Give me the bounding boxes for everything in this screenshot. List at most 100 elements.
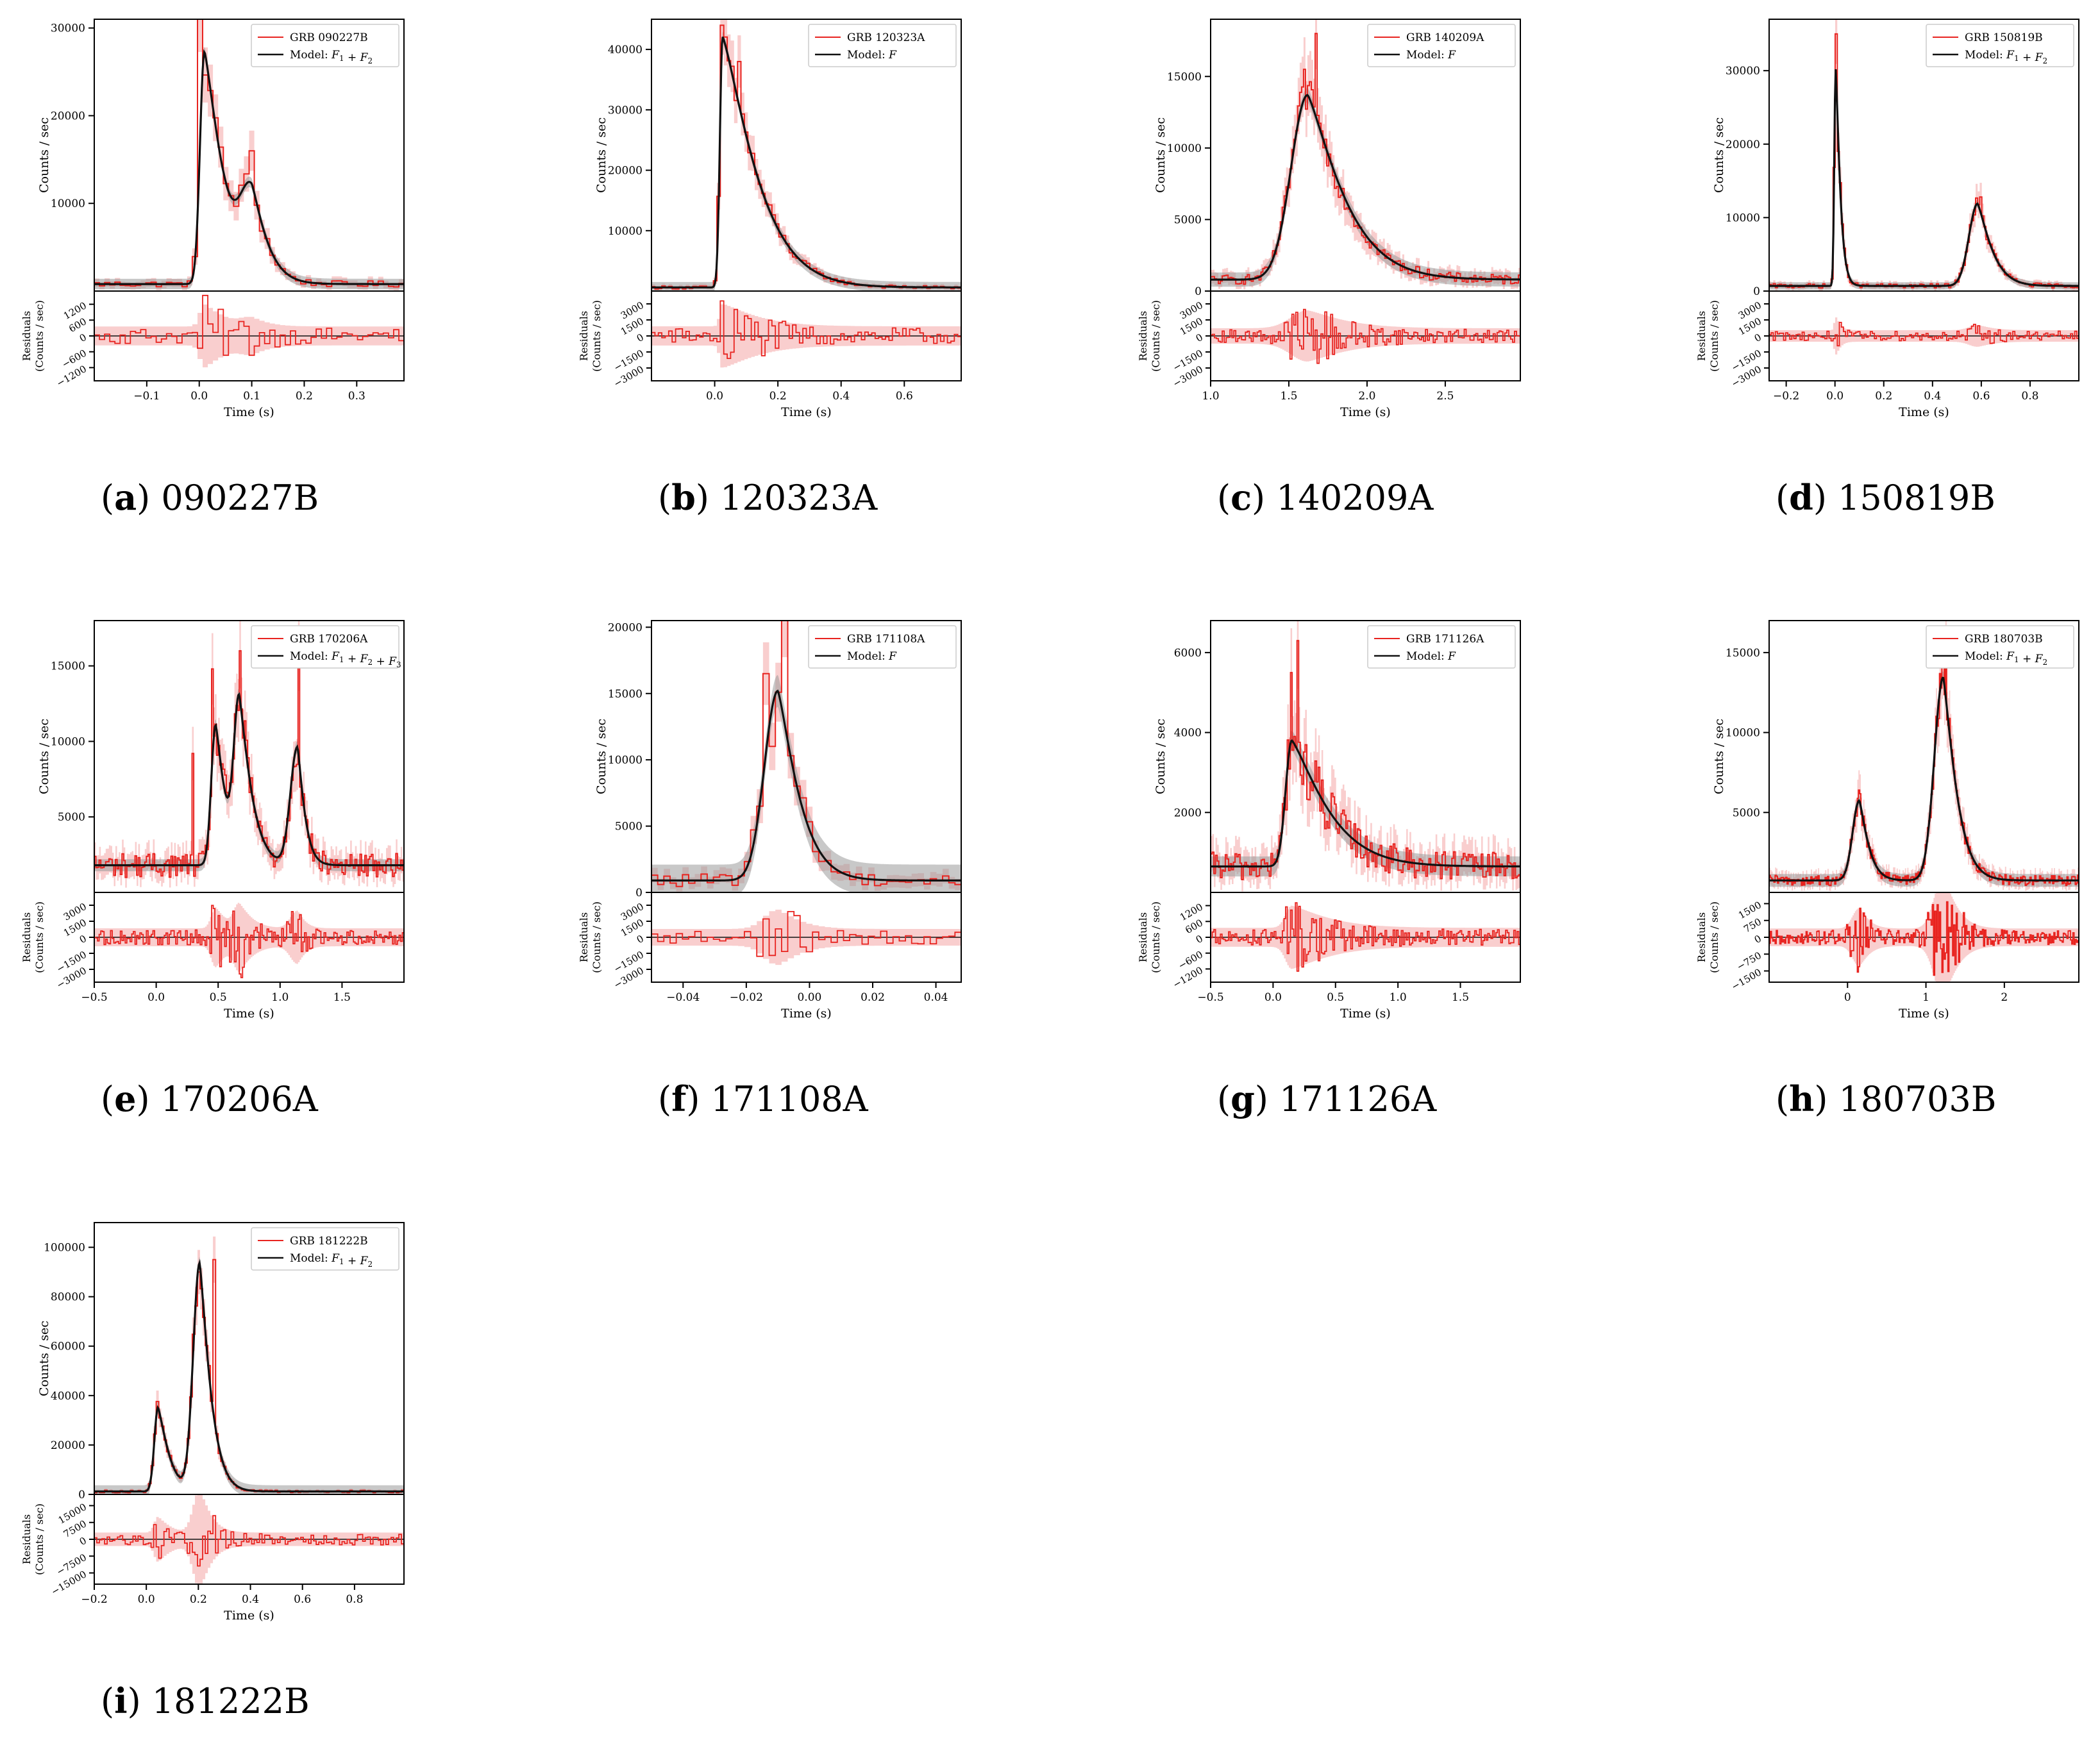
legend-model-label: Model: F1 + F2 — [290, 49, 373, 65]
y-tick-label: 10000 — [1726, 212, 1760, 224]
main-plot-area — [1211, 621, 1520, 892]
main-plot-area — [651, 621, 961, 892]
main-plot-area — [1769, 621, 2079, 891]
x-tick-label: −0.5 — [81, 991, 107, 1004]
x-tick-label: 0.0 — [138, 1593, 155, 1606]
main-plot-area — [1211, 19, 1520, 290]
legend-box — [1367, 24, 1516, 67]
model-uncertainty-band — [94, 1257, 404, 1494]
x-tick-label: 0.0 — [147, 991, 165, 1004]
x-tick-label: −0.2 — [1773, 390, 1799, 403]
main-plot-area — [94, 19, 404, 290]
y-tick-label: 0 — [1195, 285, 1202, 298]
x-tick-label: −0.02 — [730, 991, 763, 1004]
model-uncertainty-band — [1769, 671, 2079, 887]
legend-model-label: Model: F1 + F2 — [290, 1252, 373, 1269]
y-tick-label: 20000 — [608, 165, 643, 178]
residual-plot-area — [94, 1494, 404, 1584]
y-tick-label: 2000 — [1174, 807, 1202, 819]
y-tick-label: 15000 — [1167, 71, 1202, 83]
legend-model-label: Model: F1 + F2 — [1965, 49, 2047, 65]
residual-plot-area — [651, 300, 961, 368]
x-tick-label: 2 — [2001, 991, 2008, 1004]
x-axis-label: Time (s) — [224, 405, 274, 419]
y-axis-label: Counts / sec — [594, 117, 609, 193]
subfigure-caption: (g) 171126A — [1217, 1078, 1437, 1119]
res-y-axis-label-line2: (Counts / sec) — [1708, 300, 1720, 372]
x-axis-label: Time (s) — [224, 1609, 274, 1623]
y-tick-label: 20000 — [608, 621, 643, 634]
x-tick-label: 0.2 — [190, 1593, 207, 1606]
legend: GRB 171126A Model: F — [1367, 625, 1516, 669]
legend-box — [808, 625, 957, 669]
residual-plot-area — [1211, 308, 1520, 364]
res-y-tick-label: 0 — [78, 1535, 88, 1548]
x-tick-label: 0.4 — [242, 1593, 259, 1606]
y-tick-label: 15000 — [1726, 647, 1760, 660]
x-axis-label: Time (s) — [781, 1007, 832, 1021]
residual-line — [1211, 308, 1520, 364]
x-tick-label: 1.5 — [1452, 991, 1469, 1004]
legend-model-label: Model: F1 + F2 — [1965, 650, 2047, 667]
legend-box — [251, 24, 399, 67]
model-line — [1211, 94, 1520, 281]
res-y-tick-label: 3000 — [62, 901, 88, 923]
residual-line — [94, 905, 404, 978]
residual-plot-area — [1211, 902, 1520, 972]
model-line — [94, 49, 404, 285]
x-tick-label: 0.2 — [1875, 390, 1892, 403]
legend-data-label: GRB 181222B — [290, 1235, 368, 1248]
y-tick-label: 20000 — [1726, 138, 1760, 151]
y-tick-label: 10000 — [51, 197, 85, 210]
x-tick-label: 0.3 — [348, 390, 365, 403]
legend-data-label: GRB 171108A — [847, 633, 925, 646]
y-tick-label: 5000 — [615, 821, 643, 833]
legend-model-label: Model: F — [847, 650, 897, 663]
residual-line — [1211, 902, 1520, 972]
res-y-tick-label: 3000 — [619, 901, 646, 923]
x-tick-label: 1.0 — [1202, 390, 1219, 403]
residual-plot-area — [1769, 317, 2079, 355]
y-tick-label: 5000 — [1174, 213, 1202, 226]
y-tick-label: 40000 — [608, 44, 643, 56]
x-tick-label: −0.1 — [133, 390, 160, 403]
y-tick-label: 10000 — [1726, 727, 1760, 740]
subfigure-caption: (h) 180703B — [1776, 1078, 1996, 1119]
res-y-axis-label-line2: (Counts / sec) — [1150, 901, 1162, 973]
y-tick-label: 10000 — [1167, 142, 1202, 155]
residual-plot-area — [94, 903, 404, 978]
x-tick-label: 0.0 — [1264, 991, 1282, 1004]
y-tick-label: 5000 — [1733, 807, 1760, 819]
res-y-tick-label: 0 — [78, 933, 88, 946]
subfigure-caption: (b) 120323A — [658, 477, 878, 518]
legend-data-label: GRB 170206A — [290, 633, 368, 646]
x-tick-label: 0.0 — [706, 390, 723, 403]
x-tick-label: 0.4 — [832, 390, 850, 403]
main-plot-area — [94, 621, 404, 888]
subfigure-caption: (d) 150819B — [1776, 477, 1995, 518]
x-tick-label: 1 — [1922, 991, 1929, 1004]
legend-box — [251, 625, 399, 669]
x-tick-label: 1.0 — [1390, 991, 1407, 1004]
legend-model-label: Model: F — [1406, 49, 1456, 62]
res-y-tick-label: −1500 — [1729, 966, 1763, 992]
main-plot-area — [94, 1236, 404, 1494]
residual-line — [94, 294, 404, 356]
x-tick-label: −0.04 — [666, 991, 700, 1004]
model-line — [1211, 739, 1520, 868]
x-tick-label: 0.04 — [924, 991, 948, 1004]
y-axis-label: Counts / sec — [1154, 719, 1168, 794]
legend: GRB 140209A Model: F — [1367, 24, 1516, 67]
res-y-tick-label: 3000 — [619, 299, 646, 322]
chart-panel-c: 0 5000 10000 15000 Counts / sec GRB 140209A Mo… — [1137, 19, 1521, 518]
y-tick-label: 0 — [635, 887, 643, 899]
legend-model-label: Model: F1 + F2 + F3 — [290, 650, 401, 669]
res-y-tick-label: 0 — [635, 933, 646, 946]
y-tick-label: 30000 — [1726, 65, 1760, 78]
y-tick-label: 20000 — [51, 110, 85, 122]
residual-line — [1769, 901, 2079, 976]
y-tick-label: 0 — [78, 1489, 85, 1501]
